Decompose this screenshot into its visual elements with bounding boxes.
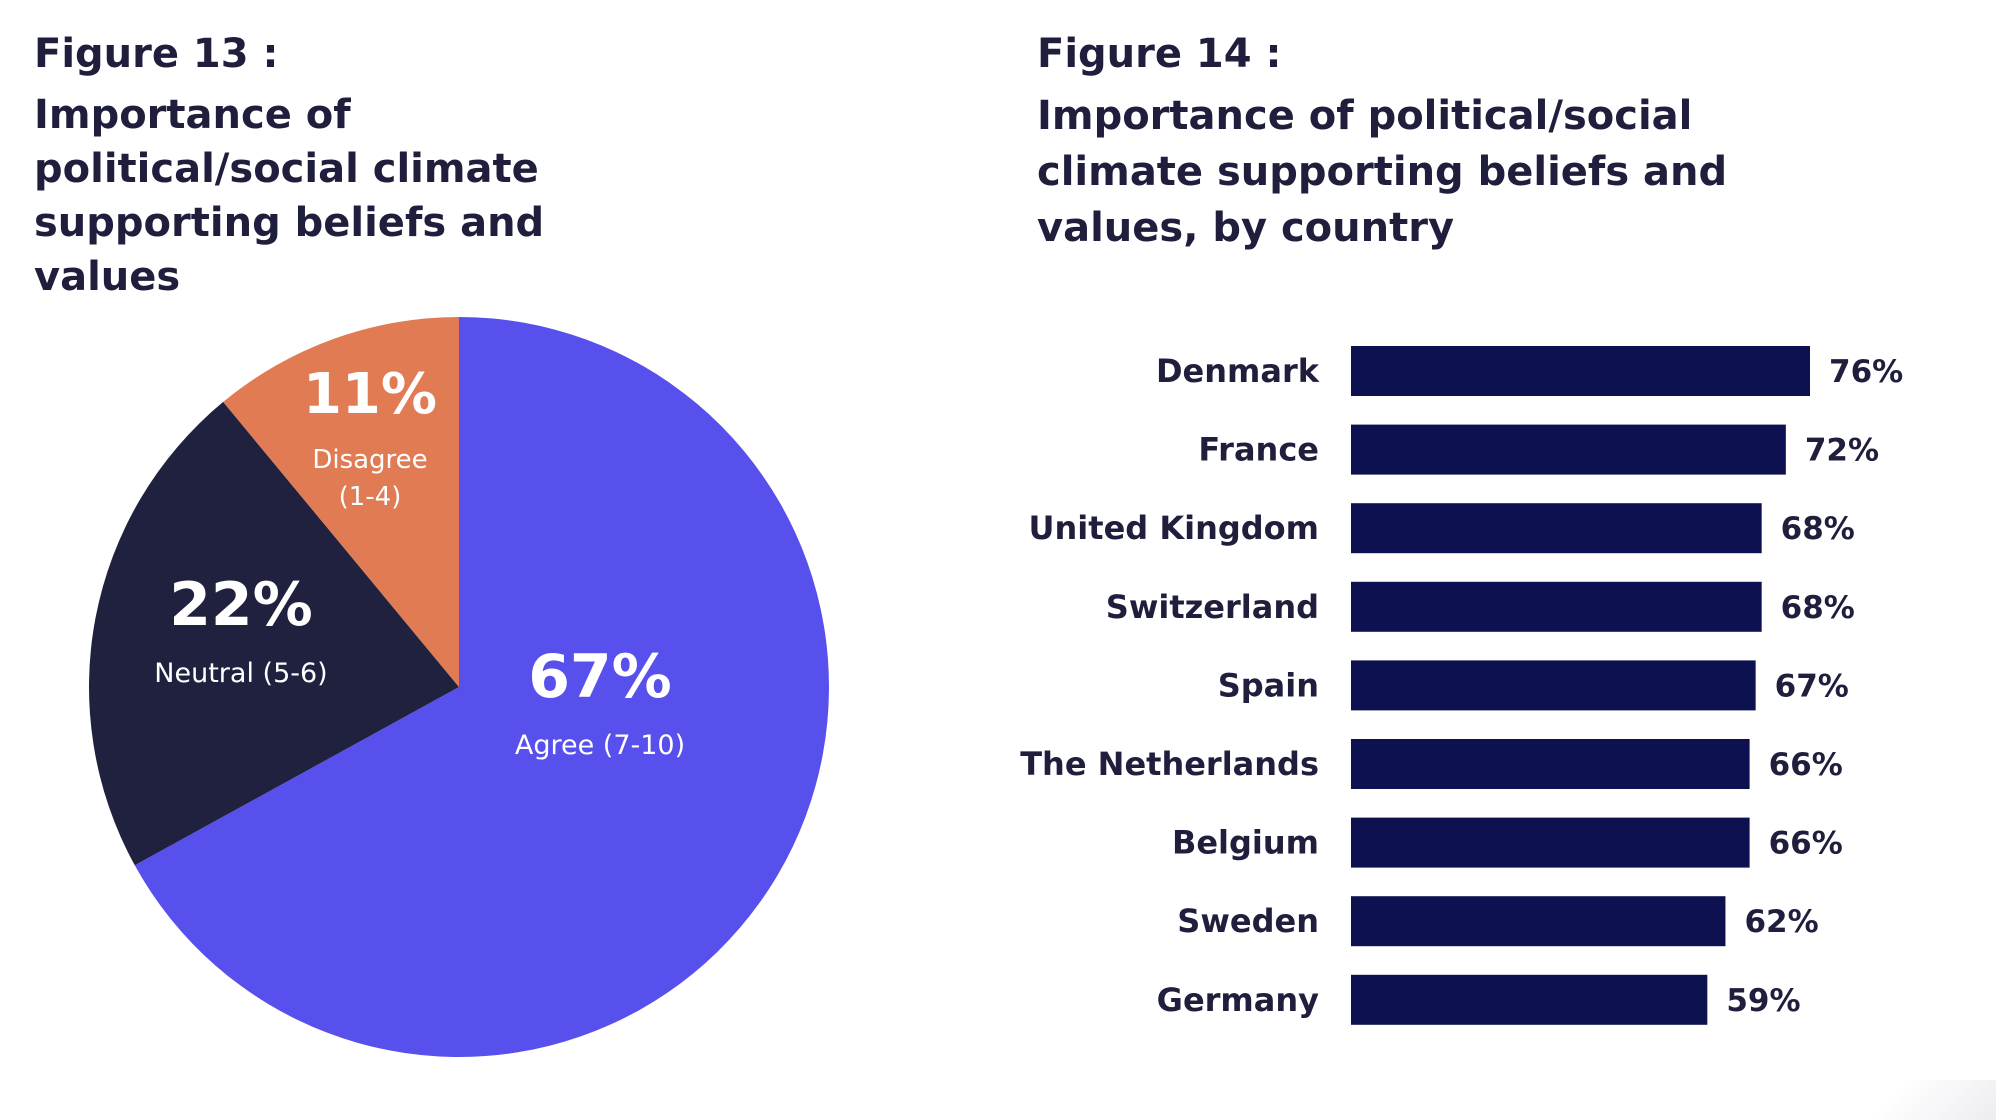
bar-1 [1351, 346, 1810, 396]
pie-slice-1 [134, 317, 829, 1057]
bar-category-label: France [1198, 431, 1319, 469]
bar-category-label: Sweden [1177, 902, 1319, 940]
bar-value-label: 76% [1829, 354, 1903, 390]
bar-value-label: 62% [1744, 904, 1818, 940]
pie-slice-value-label: 11% [303, 362, 437, 427]
bar-8 [1351, 896, 1726, 947]
bar-value-label: 68% [1781, 511, 1855, 547]
bar-value-label: 66% [1769, 826, 1843, 862]
bar-category-label: Switzerland [1106, 588, 1319, 626]
figure-13-label: Figure 13 : [34, 31, 279, 77]
bar-value-label: 68% [1781, 590, 1855, 626]
bar-value-label: 72% [1805, 433, 1879, 469]
pie-slice-3 [223, 317, 459, 687]
bar-4 [1351, 581, 1762, 632]
pie-slice-label: Agree (7-10) [515, 730, 685, 761]
pie-slice-label: Neutral (5-6) [154, 658, 327, 689]
pie-slice-value-label: 22% [169, 570, 313, 640]
bar-value-label: 67% [1775, 668, 1849, 704]
bar-value-label: 66% [1769, 747, 1843, 783]
bar-value-label: 59% [1726, 983, 1800, 1019]
bar-6 [1351, 739, 1750, 789]
bar-5 [1351, 660, 1756, 711]
pie-slice-label: Disagree [312, 445, 427, 475]
bar-3 [1351, 503, 1762, 554]
bar-category-label: Belgium [1172, 824, 1319, 862]
pie-chart: 67% Agree (7-10) 22% Neutral (5-6) 11% Disagr… [89, 317, 829, 1057]
bar-category-label: United Kingdom [1029, 509, 1319, 547]
pie-slice-label-line-2: (1-4) [339, 482, 402, 512]
bar-category-label: Denmark [1156, 352, 1320, 390]
bar-category-label: Germany [1157, 981, 1319, 1019]
bar-2 [1351, 424, 1786, 475]
figure-14-label: Figure 14 : [1037, 31, 1282, 77]
bar-7 [1351, 817, 1750, 868]
bar-chart: Denmark 76% France 72% United Kingdom 68% Swit… [1020, 346, 1903, 1025]
bar-category-label: The Netherlands [1020, 745, 1319, 783]
bar-9 [1351, 974, 1708, 1025]
figure-14-title: Importance of political/social climate s… [1037, 93, 1728, 251]
page-corner-shadow [1816, 1080, 1996, 1120]
bar-category-label: Spain [1218, 666, 1319, 704]
pie-slice-2 [89, 401, 459, 866]
pie-slice-value-label: 67% [528, 642, 672, 712]
figure-13-title: Importance of political/social climate s… [34, 92, 545, 300]
figure-13: Figure 13 : Importance of political/soci… [0, 0, 980, 1120]
figure-14: Figure 14 : Importance of political/soci… [1000, 0, 1996, 1120]
